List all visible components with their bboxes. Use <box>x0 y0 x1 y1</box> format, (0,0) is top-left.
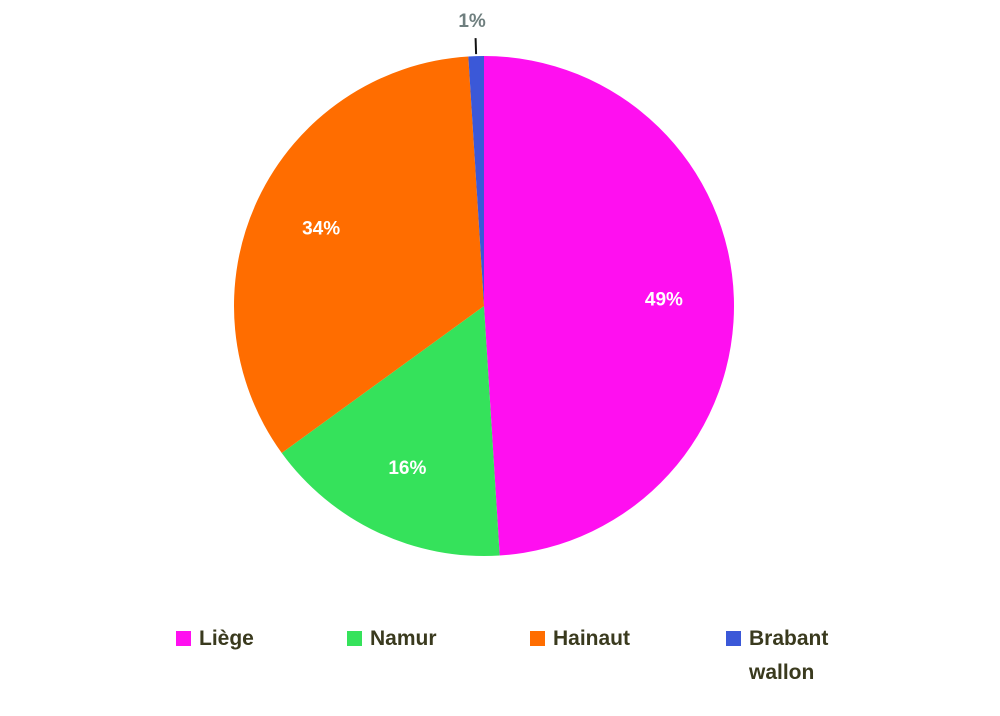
legend-label: Namur <box>370 627 437 650</box>
leader-line <box>474 38 478 55</box>
legend-item: Hainaut <box>530 622 726 690</box>
legend-label: Hainaut <box>553 627 631 650</box>
data-label: 34% <box>302 218 340 239</box>
pie-slice <box>468 56 484 306</box>
data-label: 1% <box>458 11 486 32</box>
pie-slice <box>484 56 735 556</box>
legend: Liège Namur Hainaut Brabant wallon <box>176 622 846 690</box>
legend-item: Brabant wallon <box>726 622 846 690</box>
legend-swatch <box>347 631 362 646</box>
pie-slice <box>234 56 484 453</box>
legend-item: Liège <box>176 622 347 690</box>
legend-swatch <box>176 631 191 646</box>
legend-item: Namur <box>347 622 530 690</box>
legend-label: Liège <box>199 627 254 650</box>
legend-label: Brabant wallon <box>749 627 829 684</box>
legend-swatch <box>530 631 545 646</box>
legend-swatch <box>726 631 741 646</box>
data-label: 16% <box>388 458 426 479</box>
pie-slice <box>281 306 500 556</box>
chart: 49% 16% 34% 1% <box>234 11 735 556</box>
data-label: 49% <box>645 289 683 310</box>
